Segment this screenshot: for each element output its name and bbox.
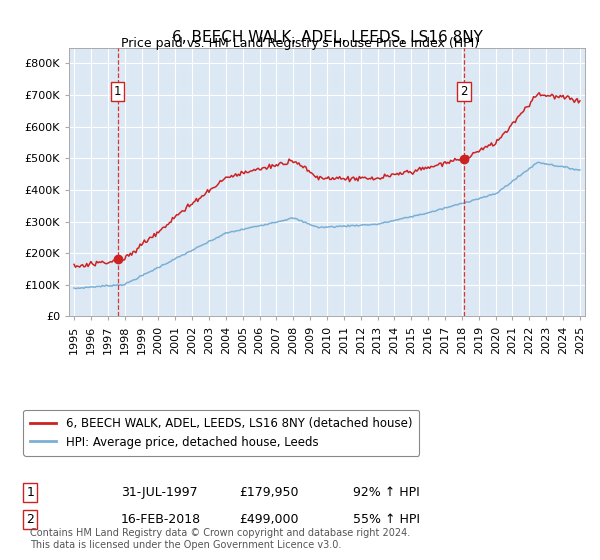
Text: £179,950: £179,950 [239, 486, 299, 499]
Text: 16-FEB-2018: 16-FEB-2018 [121, 513, 201, 526]
Text: 1: 1 [26, 486, 34, 499]
Text: 31-JUL-1997: 31-JUL-1997 [121, 486, 197, 499]
Text: 1: 1 [114, 85, 121, 98]
Text: 92% ↑ HPI: 92% ↑ HPI [353, 486, 419, 499]
Text: Price paid vs. HM Land Registry's House Price Index (HPI): Price paid vs. HM Land Registry's House … [121, 36, 479, 50]
Text: 2: 2 [460, 85, 467, 98]
Text: 2: 2 [26, 513, 34, 526]
Text: 55% ↑ HPI: 55% ↑ HPI [353, 513, 420, 526]
Text: £499,000: £499,000 [239, 513, 299, 526]
Text: Contains HM Land Registry data © Crown copyright and database right 2024.
This d: Contains HM Land Registry data © Crown c… [30, 528, 410, 550]
Title: 6, BEECH WALK, ADEL, LEEDS, LS16 8NY: 6, BEECH WALK, ADEL, LEEDS, LS16 8NY [172, 30, 482, 45]
Legend: 6, BEECH WALK, ADEL, LEEDS, LS16 8NY (detached house), HPI: Average price, detac: 6, BEECH WALK, ADEL, LEEDS, LS16 8NY (de… [23, 409, 419, 456]
